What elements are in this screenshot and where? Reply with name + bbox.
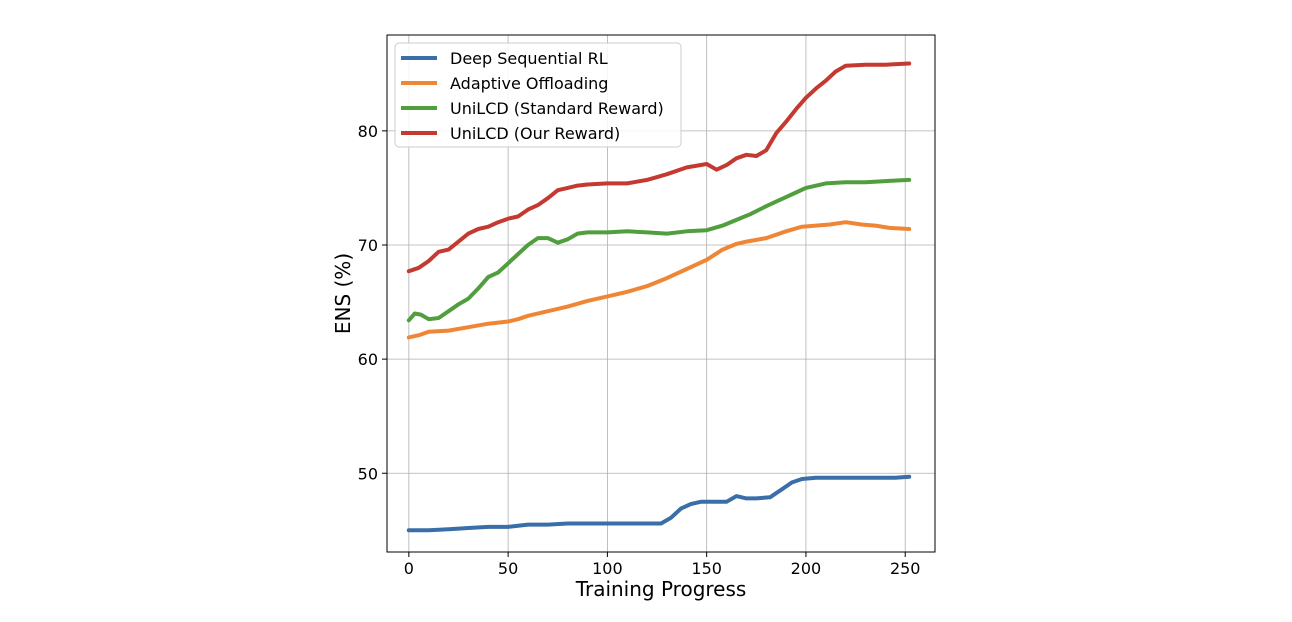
y-tick-label: 50 — [358, 464, 378, 483]
y-tick-label: 70 — [358, 236, 378, 255]
x-axis-label: Training Progress — [575, 577, 747, 601]
x-tick-label: 100 — [592, 559, 623, 578]
x-tick-label: 50 — [498, 559, 518, 578]
y-axis-ticks: 50 60 70 80 — [358, 122, 387, 483]
x-tick-label: 0 — [404, 559, 414, 578]
legend-label: UniLCD (Our Reward) — [450, 124, 620, 143]
series-line-1 — [406, 474, 912, 533]
x-axis-ticks: 0 50 100 150 200 250 — [404, 552, 921, 578]
x-tick-label: 200 — [791, 559, 822, 578]
series-line-4 — [406, 61, 912, 274]
series-line-2 — [406, 220, 912, 340]
y-tick-label: 80 — [358, 122, 378, 141]
legend-label: Adaptive Offloading — [450, 74, 608, 93]
legend-label: UniLCD (Standard Reward) — [450, 99, 664, 118]
y-axis-label: ENS (%) — [331, 253, 355, 334]
legend-label: Deep Sequential RL — [450, 49, 608, 68]
legend: Deep Sequential RL Adaptive Offloading Uni… — [394, 42, 682, 148]
x-tick-label: 250 — [890, 559, 921, 578]
plot-frame — [386, 34, 936, 553]
x-tick-label: 150 — [691, 559, 722, 578]
y-tick-label: 60 — [358, 350, 378, 369]
legend-box — [394, 42, 682, 148]
series-lines — [406, 61, 912, 533]
series-line-3 — [406, 177, 912, 323]
